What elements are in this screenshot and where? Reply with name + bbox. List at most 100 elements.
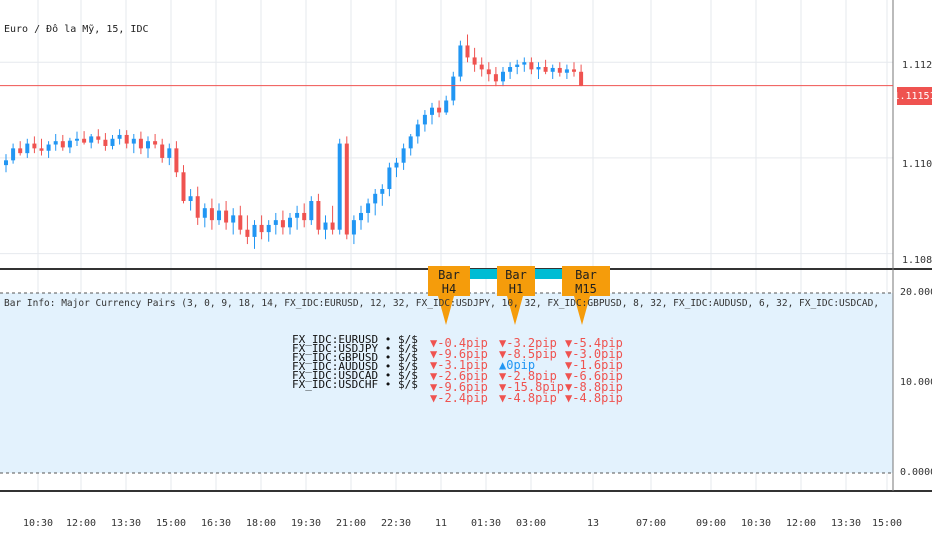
candle-body <box>415 124 420 137</box>
pair-label: FX_IDC:USDJPY • $/$ <box>292 342 418 355</box>
pip-value: ▼-8.5pip <box>499 347 557 361</box>
pip-value: ▼-6.6pip <box>565 369 623 383</box>
tag-arrow-h1 <box>507 296 523 325</box>
candle-body <box>572 69 576 72</box>
time-axis-label: 15:00 <box>871 518 903 529</box>
time-axis-label: 18:00 <box>245 518 277 529</box>
candle-body <box>437 107 442 113</box>
candle-body <box>39 148 44 151</box>
candle-body <box>18 148 23 154</box>
candle-body <box>131 138 136 144</box>
candle-body <box>89 136 94 143</box>
price-axis-label: 1.10800 <box>902 255 932 266</box>
candle-body <box>110 138 115 146</box>
candle-body <box>181 172 186 201</box>
tag-arrow-h4 <box>438 296 454 325</box>
candle-body <box>472 57 477 65</box>
candlestick-series <box>4 34 584 249</box>
time-axis-label: 19:30 <box>290 518 322 529</box>
candle-body <box>330 222 335 230</box>
time-axis-label: 11 <box>434 518 448 529</box>
candle-body <box>422 114 427 125</box>
candle-body <box>359 212 363 221</box>
pip-value: ▼-3.0pip <box>565 347 623 361</box>
candle-body <box>245 229 250 237</box>
candle-body <box>174 148 179 173</box>
pip-column-h1: ▼-3.2pip ▼-8.5pip ▲0pip ▼-2.8pip ▼-15.8p… <box>499 336 565 405</box>
candle-body <box>209 208 214 221</box>
time-axis-label: 21:00 <box>335 518 367 529</box>
bar-tag-h4: Bar H4 <box>428 266 470 296</box>
candle-body <box>224 210 229 223</box>
candle-body <box>394 162 399 168</box>
time-axis-label: 09:00 <box>695 518 727 529</box>
candle-body <box>529 62 534 70</box>
last-price-badge: 1.11151 <box>893 87 932 105</box>
time-axis-label: 13 <box>586 518 600 529</box>
pip-value: ▼-4.8pip <box>499 391 557 405</box>
candle-body <box>501 71 505 82</box>
pair-label: FX_IDC:AUDUSD • $/$ <box>292 360 418 373</box>
symbol-title[interactable]: Euro / Đô la Mỹ, 15, IDC <box>4 24 149 35</box>
candle-body <box>4 160 8 166</box>
candle-body <box>373 193 378 204</box>
pip-column-h4: ▼-0.4pip ▼-9.6pip ▼-3.1pip ▼-2.6pip ▼-9.… <box>430 337 488 405</box>
bar-tag-h1: Bar H1 <box>497 266 535 296</box>
candle-body <box>153 141 158 145</box>
candle-body <box>458 45 463 77</box>
pip-value: ▼-3.1pip <box>430 358 488 372</box>
indicator-axis-label: 20.00000 <box>900 287 932 298</box>
candle-body <box>493 74 498 82</box>
candle-body <box>32 143 37 149</box>
time-axis-label: 12:00 <box>65 518 97 529</box>
candle-body <box>217 210 221 221</box>
candle-body <box>451 76 456 101</box>
candle-body <box>60 141 65 148</box>
pip-value: ▼-9.6pip <box>430 380 488 394</box>
candle-body <box>124 134 129 144</box>
candle-body <box>160 144 165 158</box>
candle-body <box>82 138 87 143</box>
pip-value: ▼-3.2pip <box>499 336 557 350</box>
candle-body <box>11 148 16 161</box>
candle-body <box>465 45 470 58</box>
candle-body <box>202 208 207 218</box>
candle-body <box>288 217 292 228</box>
pair-label: FX_IDC:USDCHF • $/$ <box>292 378 418 391</box>
candle-body <box>238 215 243 230</box>
time-axis-label: 12:00 <box>785 518 817 529</box>
pip-value: ▼-9.6pip <box>430 347 488 361</box>
candle-body <box>401 148 406 163</box>
time-axis-label: 10:30 <box>22 518 54 529</box>
candle-body <box>344 143 349 235</box>
candle-body <box>479 64 484 70</box>
candle-body <box>515 64 520 67</box>
candle-body <box>67 140 72 148</box>
indicator-title[interactable]: Bar Info: Major Currency Pairs (3, 0, 9,… <box>4 298 884 309</box>
candle-body <box>444 100 449 113</box>
candle-body <box>309 201 314 221</box>
pip-column-m15: ▼-5.4pip ▼-3.0pip ▼-1.6pip ▼-6.6pip ▼-8.… <box>565 336 623 404</box>
candle-body <box>259 224 264 233</box>
pip-value: ▼-2.4pip <box>430 391 488 405</box>
candle-body <box>280 220 285 228</box>
candle-body <box>46 144 51 151</box>
time-axis-label: 13:30 <box>110 518 142 529</box>
time-axis-label: 13:30 <box>830 518 862 529</box>
candle-body <box>103 139 108 146</box>
candle-body <box>53 141 58 145</box>
pair-label: FX_IDC:EURUSD • $/$ <box>292 333 418 346</box>
candle-body <box>430 107 434 115</box>
time-axis-label: 07:00 <box>635 518 667 529</box>
candle-body <box>188 196 193 201</box>
candle-body <box>579 71 584 86</box>
pip-value: ▼-2.8pip <box>499 369 557 383</box>
candle-body <box>96 136 101 140</box>
pair-list: FX_IDC:EURUSD • $/$ FX_IDC:USDJPY • $/$ … <box>292 333 418 391</box>
pip-value: ▼-15.8pip <box>499 380 565 394</box>
pair-label: FX_IDC:GBPUSD • $/$ <box>292 351 418 364</box>
candle-body <box>536 67 541 70</box>
pip-value: ▼-5.4pip <box>565 336 623 350</box>
candle-body <box>323 222 328 230</box>
